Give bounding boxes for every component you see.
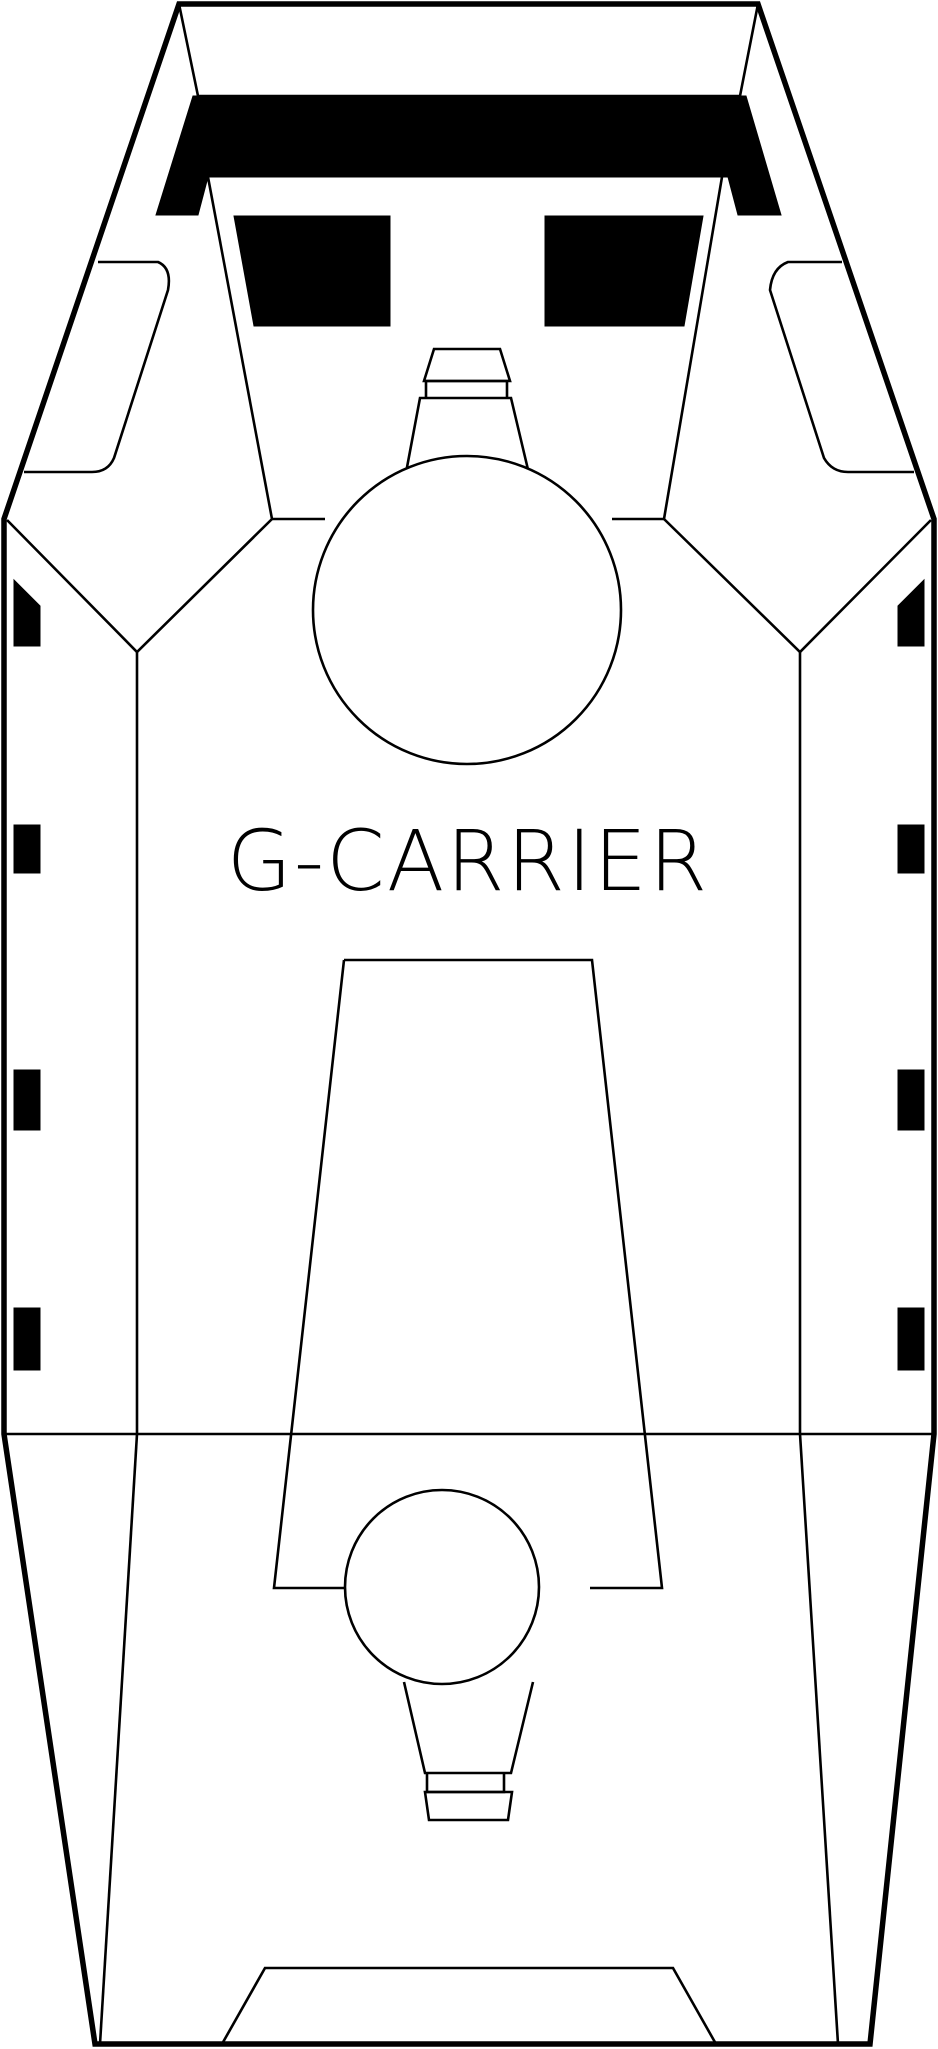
rear-gun-collar [425, 1773, 506, 1794]
vehicle-label: G-CARRIER [227, 812, 709, 910]
upper-front-deck-right-edge [662, 176, 724, 520]
rear-hatch [220, 1966, 718, 2045]
track-block-right-2 [897, 824, 925, 874]
track-block-left-3 [13, 1069, 41, 1131]
track-block-left-2 [13, 824, 41, 874]
rear-muzzle-brake [423, 1790, 514, 1822]
front-armor-bar [155, 95, 782, 216]
vision-port-left [233, 215, 391, 327]
track-block-right-4 [897, 1307, 925, 1371]
front-gun-barrel [403, 396, 532, 479]
track-block-left-4 [13, 1307, 41, 1371]
front-glacis-panel [177, 3, 760, 98]
midbody-left-chamfer [6, 518, 273, 654]
track-block-right-1 [897, 578, 925, 647]
rear-deck-left-edge [98, 1433, 139, 2045]
rear-deck-right-edge [798, 1433, 840, 2045]
track-block-right-3 [897, 1069, 925, 1131]
rear-turret [343, 1488, 541, 1686]
upper-front-deck-left-edge [206, 176, 274, 520]
rear-gun-barrel [402, 1681, 535, 1775]
front-gun-collar [424, 379, 509, 398]
track-block-left-1 [13, 578, 41, 647]
midbody-right-chamfer [663, 518, 932, 654]
front-turret [311, 454, 623, 766]
front-muzzle-brake [422, 347, 512, 383]
fender-right [768, 260, 914, 474]
fender-left [24, 260, 171, 474]
vision-port-right [544, 215, 704, 327]
engine-deck-panel [272, 958, 664, 1590]
